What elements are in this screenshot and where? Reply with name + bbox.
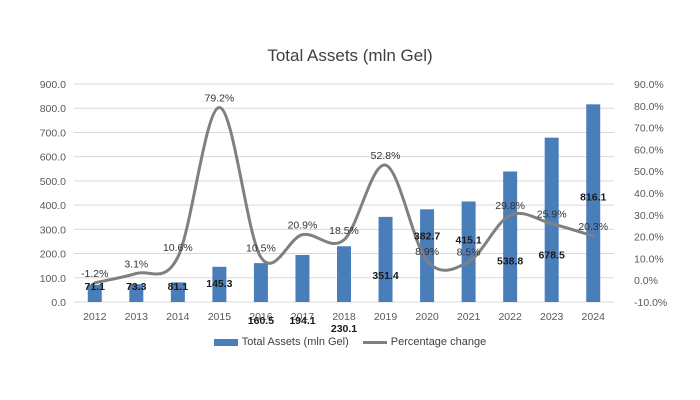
percentage-data-label: 29.8%	[495, 200, 525, 212]
x-tick-label: 2024	[582, 311, 606, 323]
bar-data-label: 382.7	[414, 230, 440, 242]
y-left-tick-label: 500.0	[40, 176, 66, 188]
percentage-data-label: 79.2%	[204, 93, 234, 105]
legend-label-bars: Total Assets (mln Gel)	[241, 336, 349, 348]
x-tick-label: 2019	[374, 311, 398, 323]
bar-data-label: 230.1	[331, 323, 357, 335]
bar	[87, 284, 102, 302]
y-left-tick-label: 0.0	[51, 297, 66, 309]
percentage-data-label: 10.5%	[246, 242, 276, 254]
chart-title: Total Assets (mln Gel)	[267, 46, 433, 65]
percentage-data-label: 25.9%	[537, 209, 567, 221]
y-left-tick-label: 600.0	[40, 152, 66, 164]
y-right-tick-label: 70.0%	[634, 123, 664, 135]
bar	[461, 201, 476, 302]
percentage-data-label: 3.1%	[124, 258, 148, 270]
bar	[295, 254, 310, 302]
x-tick-label: 2020	[415, 311, 439, 323]
bar-data-label: 73.3	[126, 281, 147, 293]
y-right-tick-label: 10.0%	[634, 253, 664, 265]
bar	[420, 209, 435, 302]
y-left-tick-label: 400.0	[40, 200, 66, 212]
percentage-data-label: 18.5%	[329, 225, 359, 237]
y-right-tick-label: 0.0%	[634, 275, 658, 287]
percentage-data-label: 8.9%	[415, 246, 439, 258]
y-right-tick-label: 40.0%	[634, 188, 664, 200]
y-left-tick-label: 700.0	[40, 127, 66, 139]
bar	[378, 216, 393, 302]
bar	[212, 266, 227, 302]
bar-data-label: 71.1	[85, 281, 106, 293]
bar	[253, 263, 268, 302]
y-left-tick-label: 800.0	[40, 103, 66, 115]
y-left-tick-label: 100.0	[40, 273, 66, 285]
y-right-tick-label: 20.0%	[634, 232, 664, 244]
y-right-tick-label: 30.0%	[634, 210, 664, 222]
bar	[544, 137, 559, 302]
x-tick-label: 2023	[540, 311, 564, 323]
y-right-tick-label: -10.0%	[634, 297, 667, 309]
percentage-data-label: 20.9%	[288, 220, 318, 232]
legend-item-bars: Total Assets (mln Gel)	[213, 336, 349, 348]
y-left-tick-label: 300.0	[40, 224, 66, 236]
legend-swatch-bars	[213, 338, 238, 346]
legend-swatch-line	[362, 340, 387, 344]
x-tick-label: 2021	[457, 311, 481, 323]
bar	[337, 246, 351, 302]
percentage-data-label: 52.8%	[371, 150, 401, 162]
percentage-data-label: 20.3%	[578, 221, 608, 233]
bar-data-label: 415.1	[455, 234, 481, 246]
x-tick-label: 2012	[83, 311, 107, 323]
bar	[170, 282, 185, 302]
x-tick-label: 2014	[166, 311, 190, 323]
legend-item-line: Percentage change	[362, 336, 487, 348]
x-tick-label: 2022	[498, 311, 522, 323]
y-right-tick-label: 60.0%	[634, 144, 664, 156]
y-left-tick-label: 900.0	[40, 79, 66, 91]
y-left-tick-label: 200.0	[40, 249, 66, 261]
x-tick-label: 2013	[125, 311, 149, 323]
bar-data-label: 538.8	[497, 255, 523, 267]
legend-label-line: Percentage change	[390, 336, 487, 348]
x-tick-label: 2018	[332, 311, 356, 323]
bar	[503, 171, 518, 302]
bar	[129, 284, 144, 302]
percentage-data-label: -1.2%	[81, 268, 108, 280]
bar-data-label: 81.1	[168, 281, 189, 293]
bar-data-label: 194.1	[289, 315, 315, 327]
y-right-tick-label: 90.0%	[634, 79, 664, 91]
bar-data-label: 678.5	[539, 250, 565, 262]
percentage-data-label: 8.5%	[457, 247, 481, 259]
bar-data-label: 816.1	[580, 191, 606, 203]
x-tick-label: 2015	[208, 311, 232, 323]
chart-legend: Total Assets (mln Gel) Percentage change	[0, 336, 700, 348]
y-right-tick-label: 50.0%	[634, 166, 664, 178]
percentage-data-label: 10.6%	[163, 242, 193, 254]
percentage-line	[93, 106, 595, 285]
x-tick-label: 2017	[291, 311, 315, 323]
bar-data-label: 145.3	[206, 278, 232, 290]
bar-data-label: 160.5	[248, 315, 274, 327]
y-right-tick-label: 80.0%	[634, 101, 664, 113]
bar	[586, 104, 601, 302]
bar-data-label: 351.4	[372, 270, 398, 282]
x-tick-label: 2016	[249, 311, 273, 323]
